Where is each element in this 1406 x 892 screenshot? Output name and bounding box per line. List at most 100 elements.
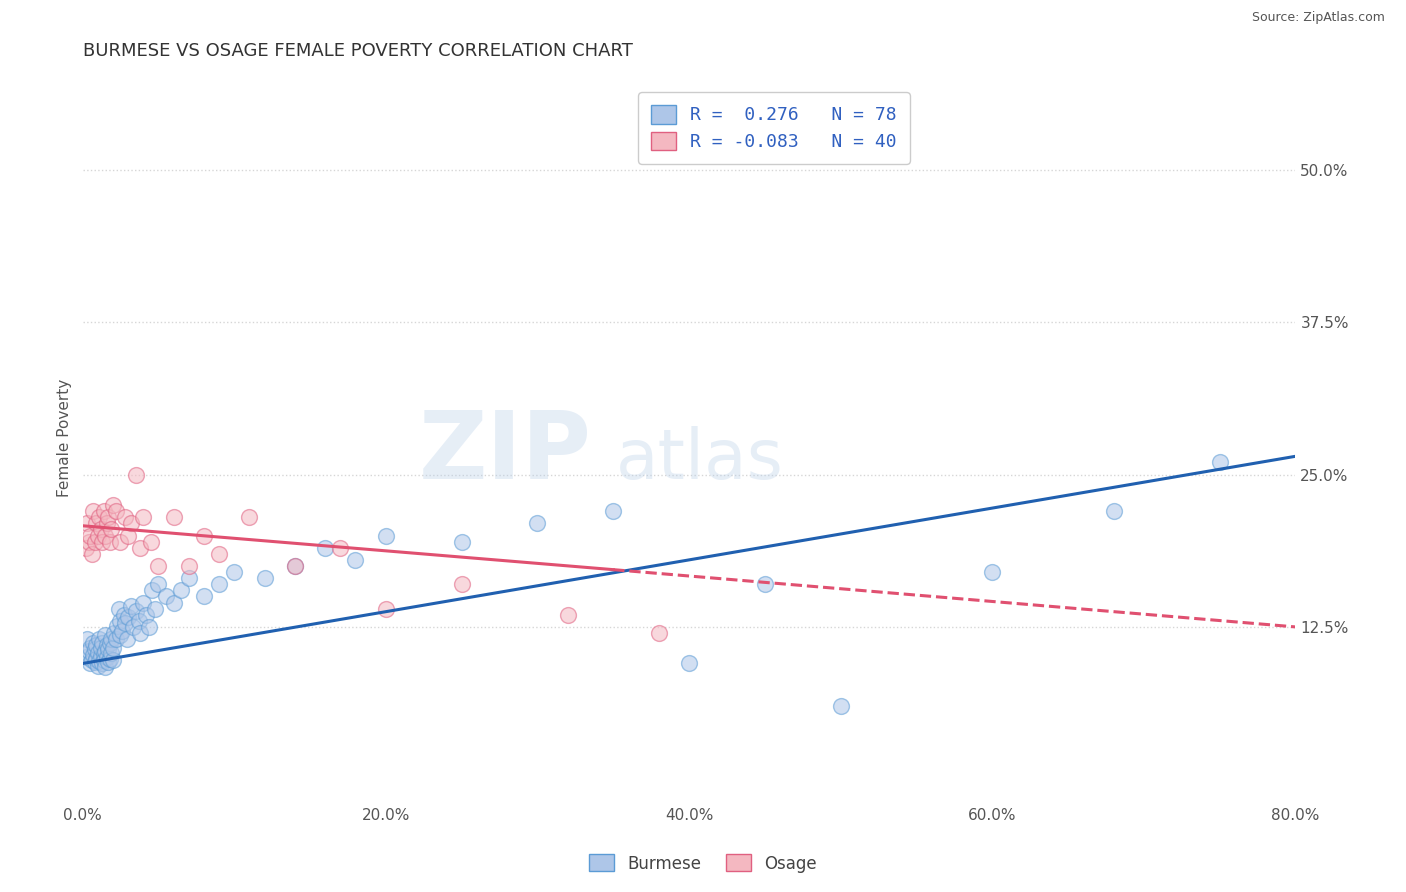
Point — [101, 640, 124, 655]
Point — [110, 614, 132, 628]
Point — [111, 624, 134, 638]
Point — [79, 657, 101, 671]
Point — [90, 523, 112, 537]
Point — [98, 651, 121, 665]
Point — [1208, 455, 1230, 469]
Point — [238, 510, 260, 524]
Point — [145, 601, 167, 615]
Point — [89, 632, 111, 646]
Point — [82, 504, 104, 518]
Point — [101, 498, 124, 512]
Point — [79, 640, 101, 655]
Point — [94, 644, 117, 658]
Point — [162, 510, 184, 524]
Point — [93, 504, 115, 518]
Point — [129, 626, 152, 640]
Point — [981, 565, 1004, 579]
Point — [100, 632, 122, 646]
Point — [647, 626, 669, 640]
Point — [110, 628, 132, 642]
Point — [374, 528, 396, 542]
Point — [94, 660, 117, 674]
Point — [82, 648, 104, 662]
Point — [284, 559, 307, 574]
Point — [87, 646, 110, 660]
Point — [132, 595, 155, 609]
Text: ZIP: ZIP — [419, 407, 592, 499]
Point — [314, 541, 336, 555]
Point — [97, 510, 120, 524]
Point — [193, 590, 215, 604]
Point — [83, 655, 105, 669]
Text: atlas: atlas — [616, 426, 785, 493]
Point — [94, 628, 117, 642]
Point — [93, 653, 115, 667]
Point — [98, 534, 121, 549]
Point — [75, 541, 97, 555]
Point — [177, 559, 200, 574]
Point — [91, 636, 114, 650]
Point — [115, 632, 138, 646]
Point — [84, 638, 107, 652]
Point — [84, 651, 107, 665]
Point — [96, 516, 118, 531]
Point — [96, 650, 118, 665]
Point — [120, 516, 142, 531]
Point — [90, 649, 112, 664]
Point — [91, 657, 114, 671]
Point — [83, 534, 105, 549]
Point — [87, 528, 110, 542]
Point — [108, 601, 131, 615]
Point — [82, 636, 104, 650]
Point — [93, 647, 115, 661]
Point — [103, 626, 125, 640]
Point — [112, 607, 135, 622]
Point — [526, 516, 548, 531]
Point — [87, 659, 110, 673]
Point — [138, 620, 160, 634]
Point — [170, 583, 193, 598]
Point — [114, 616, 136, 631]
Point — [121, 620, 143, 634]
Point — [80, 653, 103, 667]
Point — [89, 654, 111, 668]
Point — [90, 640, 112, 655]
Point — [94, 528, 117, 542]
Point — [100, 646, 122, 660]
Point — [97, 655, 120, 669]
Point — [148, 577, 170, 591]
Point — [132, 510, 155, 524]
Point — [162, 595, 184, 609]
Point — [329, 541, 352, 555]
Point — [450, 577, 472, 591]
Point — [139, 534, 162, 549]
Point — [450, 534, 472, 549]
Point — [91, 534, 114, 549]
Point — [80, 547, 103, 561]
Point — [678, 657, 700, 671]
Point — [155, 590, 177, 604]
Point — [107, 618, 129, 632]
Point — [135, 607, 157, 622]
Legend: R =  0.276   N = 78, R = -0.083   N = 40: R = 0.276 N = 78, R = -0.083 N = 40 — [638, 93, 910, 163]
Point — [141, 583, 163, 598]
Point — [124, 467, 146, 482]
Point — [89, 510, 111, 524]
Point — [148, 559, 170, 574]
Point — [177, 571, 200, 585]
Point — [104, 504, 127, 518]
Point — [344, 553, 367, 567]
Point — [284, 559, 307, 574]
Point — [117, 528, 139, 542]
Point — [76, 516, 98, 531]
Point — [120, 599, 142, 614]
Point — [114, 510, 136, 524]
Point — [100, 523, 122, 537]
Text: Source: ZipAtlas.com: Source: ZipAtlas.com — [1251, 11, 1385, 24]
Point — [208, 577, 231, 591]
Point — [98, 636, 121, 650]
Point — [117, 610, 139, 624]
Point — [104, 632, 127, 646]
Point — [1102, 504, 1125, 518]
Point — [602, 504, 624, 518]
